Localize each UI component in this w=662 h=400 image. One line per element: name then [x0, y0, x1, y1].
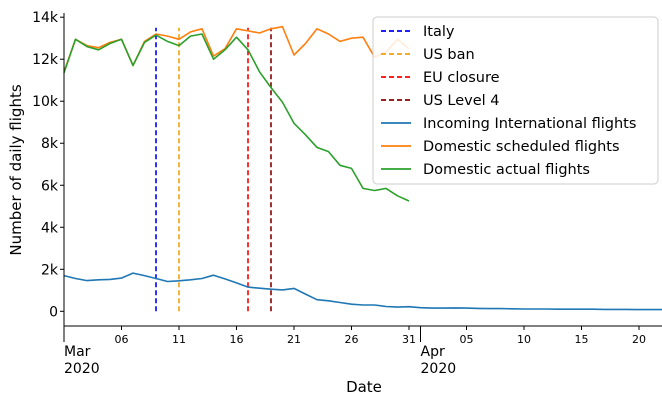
x-tick-label-10: 15: [575, 333, 589, 346]
y-tick-label-5: 10k: [32, 94, 59, 110]
x-tick-label-2: 11: [172, 333, 186, 346]
x-tick-label-11: 20: [632, 333, 646, 346]
y-tick-label-2: 4k: [41, 220, 59, 236]
y-tick-label-4: 8k: [41, 136, 59, 152]
y-tick-label-3: 6k: [41, 178, 59, 194]
y-tick-label-6: 12k: [32, 52, 59, 68]
x-tick-label-5: 26: [345, 333, 359, 346]
series-line-2: [63, 33, 410, 202]
y-tick-label-0: 0: [49, 304, 58, 320]
x-tick-label-9: 10: [517, 333, 531, 346]
x-tick-sublabel-7: 2020: [421, 361, 457, 377]
x-tick-label-0: Mar: [64, 344, 91, 360]
legend: Italy US ban EU closure US Level 4 Incoming …: [372, 16, 659, 185]
series-line-1: [63, 25, 410, 73]
legend-label-3: US Level 4: [423, 93, 500, 109]
x-tick-sublabel-0: 2020: [64, 361, 100, 377]
y-tick-label-1: 2k: [41, 262, 59, 278]
x-tick-label-1: 06: [115, 333, 129, 346]
legend-label-0: Italy: [423, 24, 455, 40]
y-axis-label: Number of daily flights: [7, 84, 25, 255]
legend-label-2: EU closure: [423, 70, 500, 86]
x-tick-label-3: 16: [230, 333, 244, 346]
legend-box: [372, 16, 659, 185]
x-tick-label-4: 21: [287, 333, 301, 346]
legend-label-6: Domestic actual flights: [423, 162, 590, 178]
x-tick-label-7: Apr: [421, 344, 445, 360]
series-line-0: [63, 272, 662, 311]
legend-label-4: Incoming International flights: [423, 116, 636, 132]
legend-label-1: US ban: [423, 47, 475, 63]
legend-label-5: Domestic scheduled flights: [423, 139, 620, 155]
x-axis-label: Date: [346, 378, 382, 396]
x-tick-label-8: 05: [460, 333, 474, 346]
y-tick-label-7: 14k: [32, 10, 59, 26]
x-tick-label-6: 31: [402, 333, 416, 346]
